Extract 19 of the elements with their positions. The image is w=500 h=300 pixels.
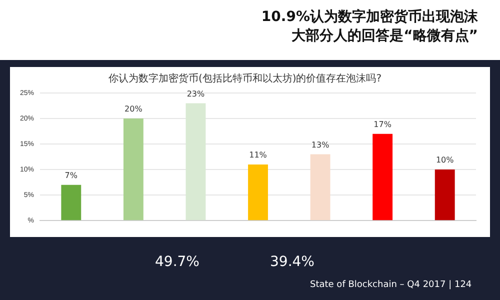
chart-title: 10.9%认为数字加密货币出现泡沫大部分人的回答是“略微有点” xyxy=(260,8,478,46)
data-label: 11% xyxy=(249,150,268,160)
bar xyxy=(186,103,206,220)
bar xyxy=(61,184,82,220)
data-label: 17% xyxy=(374,120,392,129)
bar xyxy=(372,134,393,220)
text: State of Blockchain – Q4 2017 | 124 xyxy=(310,280,472,290)
data-label: 23% xyxy=(186,89,206,98)
bar xyxy=(310,154,330,220)
data-label: 20% xyxy=(124,104,143,114)
bar xyxy=(123,118,144,220)
chart-subtitle: 你认为数字加密货币(包括比特币和以太坊)的价值存在泡沫吗? xyxy=(108,72,382,85)
text: 49.7% xyxy=(155,254,200,270)
data-label: 10% xyxy=(436,156,454,165)
bar xyxy=(248,164,268,220)
data-label: 13% xyxy=(311,140,330,150)
text: 39.4% xyxy=(270,254,314,270)
data-label: 7% xyxy=(64,170,78,180)
bar xyxy=(434,170,455,220)
